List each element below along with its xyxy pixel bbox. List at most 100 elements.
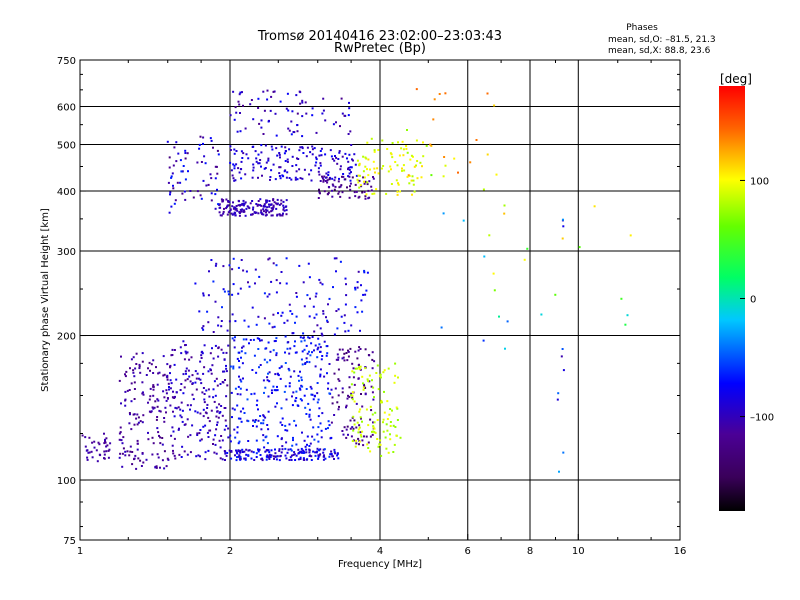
data-point [262, 415, 265, 418]
data-point [184, 370, 187, 373]
data-point [233, 118, 236, 121]
data-point [279, 377, 282, 380]
data-point [181, 170, 184, 173]
data-point [363, 190, 366, 193]
data-point [281, 417, 284, 420]
data-point [159, 466, 161, 469]
data-point [317, 167, 320, 170]
data-point [260, 209, 263, 212]
data-point [286, 160, 289, 163]
data-point [319, 150, 322, 152]
data-point [251, 306, 254, 309]
data-point [277, 312, 279, 315]
data-point [366, 141, 369, 144]
data-point [348, 153, 351, 156]
data-point [380, 401, 382, 404]
data-point [289, 375, 292, 378]
data-point [306, 294, 309, 297]
data-point [320, 358, 323, 361]
data-point [262, 213, 265, 216]
data-point [269, 109, 272, 112]
data-point [350, 171, 352, 174]
data-point [288, 129, 291, 132]
x-tick-label: 16 [674, 546, 687, 557]
x-tick-label: 2 [227, 546, 233, 557]
data-point [257, 212, 260, 215]
data-point [311, 148, 314, 151]
data-point [269, 203, 272, 206]
data-point [341, 357, 344, 360]
data-point [187, 369, 190, 372]
data-point [220, 348, 223, 351]
data-point [202, 179, 205, 182]
data-point [283, 170, 286, 173]
data-point [296, 178, 299, 181]
data-point [272, 455, 275, 458]
data-point [104, 438, 106, 441]
data-point [332, 184, 335, 187]
data-point [338, 405, 340, 408]
data-point [274, 455, 277, 458]
data-point [305, 448, 308, 451]
data-point [303, 348, 306, 351]
data-point [345, 428, 348, 431]
data-point [257, 315, 260, 318]
data-point [295, 170, 298, 173]
data-point [191, 374, 194, 377]
data-point [319, 350, 321, 353]
y-tick-label: 75 [63, 536, 76, 547]
data-point [333, 159, 336, 162]
data-point [265, 213, 268, 216]
data-point [236, 456, 238, 459]
data-point [155, 418, 158, 421]
data-point [433, 98, 436, 101]
data-point [229, 365, 232, 368]
data-point [287, 341, 290, 344]
data-point [333, 414, 336, 416]
data-point [153, 406, 156, 409]
data-point [279, 421, 282, 424]
data-point [359, 416, 362, 419]
data-point [370, 409, 373, 412]
data-point [338, 150, 341, 153]
data-point [262, 379, 265, 382]
data-point [229, 114, 232, 117]
data-point [133, 388, 136, 390]
data-point [333, 448, 336, 451]
data-point [314, 451, 317, 454]
data-point [327, 303, 329, 306]
data-point [322, 451, 325, 454]
data-point [280, 437, 283, 440]
data-point [288, 352, 291, 355]
data-point [232, 367, 235, 370]
data-point [186, 378, 189, 381]
data-point [196, 411, 199, 414]
data-point [252, 145, 255, 148]
data-point [309, 297, 311, 300]
data-point [357, 431, 360, 434]
data-point [280, 451, 283, 454]
data-point [262, 208, 265, 211]
data-point [179, 414, 182, 417]
data-point [328, 178, 331, 181]
data-point [241, 346, 243, 349]
data-point [322, 310, 325, 313]
data-point [415, 88, 418, 91]
data-point [349, 130, 352, 133]
data-point [183, 386, 186, 389]
data-point [171, 172, 174, 175]
data-point [398, 154, 401, 157]
data-point [290, 120, 293, 123]
data-point [184, 379, 187, 382]
data-point [329, 453, 332, 456]
data-point [237, 455, 240, 458]
data-point [309, 454, 311, 457]
data-point [326, 193, 329, 196]
data-point [305, 357, 308, 360]
data-point [202, 387, 205, 389]
data-point [119, 452, 122, 455]
data-point [359, 408, 362, 411]
data-point [240, 350, 243, 353]
data-point [233, 339, 236, 342]
data-point [271, 208, 274, 210]
